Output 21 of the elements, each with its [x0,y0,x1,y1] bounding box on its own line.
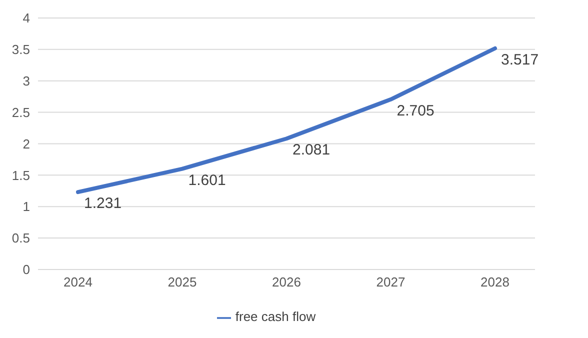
y-tick-label: 1 [22,199,30,214]
data-label: 2.081 [292,142,330,159]
x-tick-label: 2025 [168,274,197,290]
line-series [76,46,497,194]
x-tick-label: 2028 [480,274,510,290]
y-tick-label: 4 [22,10,30,26]
x-tick-label: 2024 [64,274,92,290]
data-label: 3.517 [501,51,539,68]
data-label: 1.601 [188,172,226,189]
data-label: 1.231 [84,195,122,212]
x-tick-label: 2026 [272,274,301,290]
x-tick-label: 2027 [376,274,406,290]
y-tick-label: 2.5 [12,104,30,120]
y-tick-label: 2 [22,136,30,152]
data-label: 2.705 [396,102,434,120]
y-tick-label: 3 [22,73,30,88]
y-tick-label: 3.5 [12,42,30,58]
y-tick-label: 1.5 [12,168,30,183]
legend-label: free cash flow [235,309,316,324]
y-tick-label: 0.5 [12,230,30,246]
y-tick-label: 0 [22,262,30,278]
